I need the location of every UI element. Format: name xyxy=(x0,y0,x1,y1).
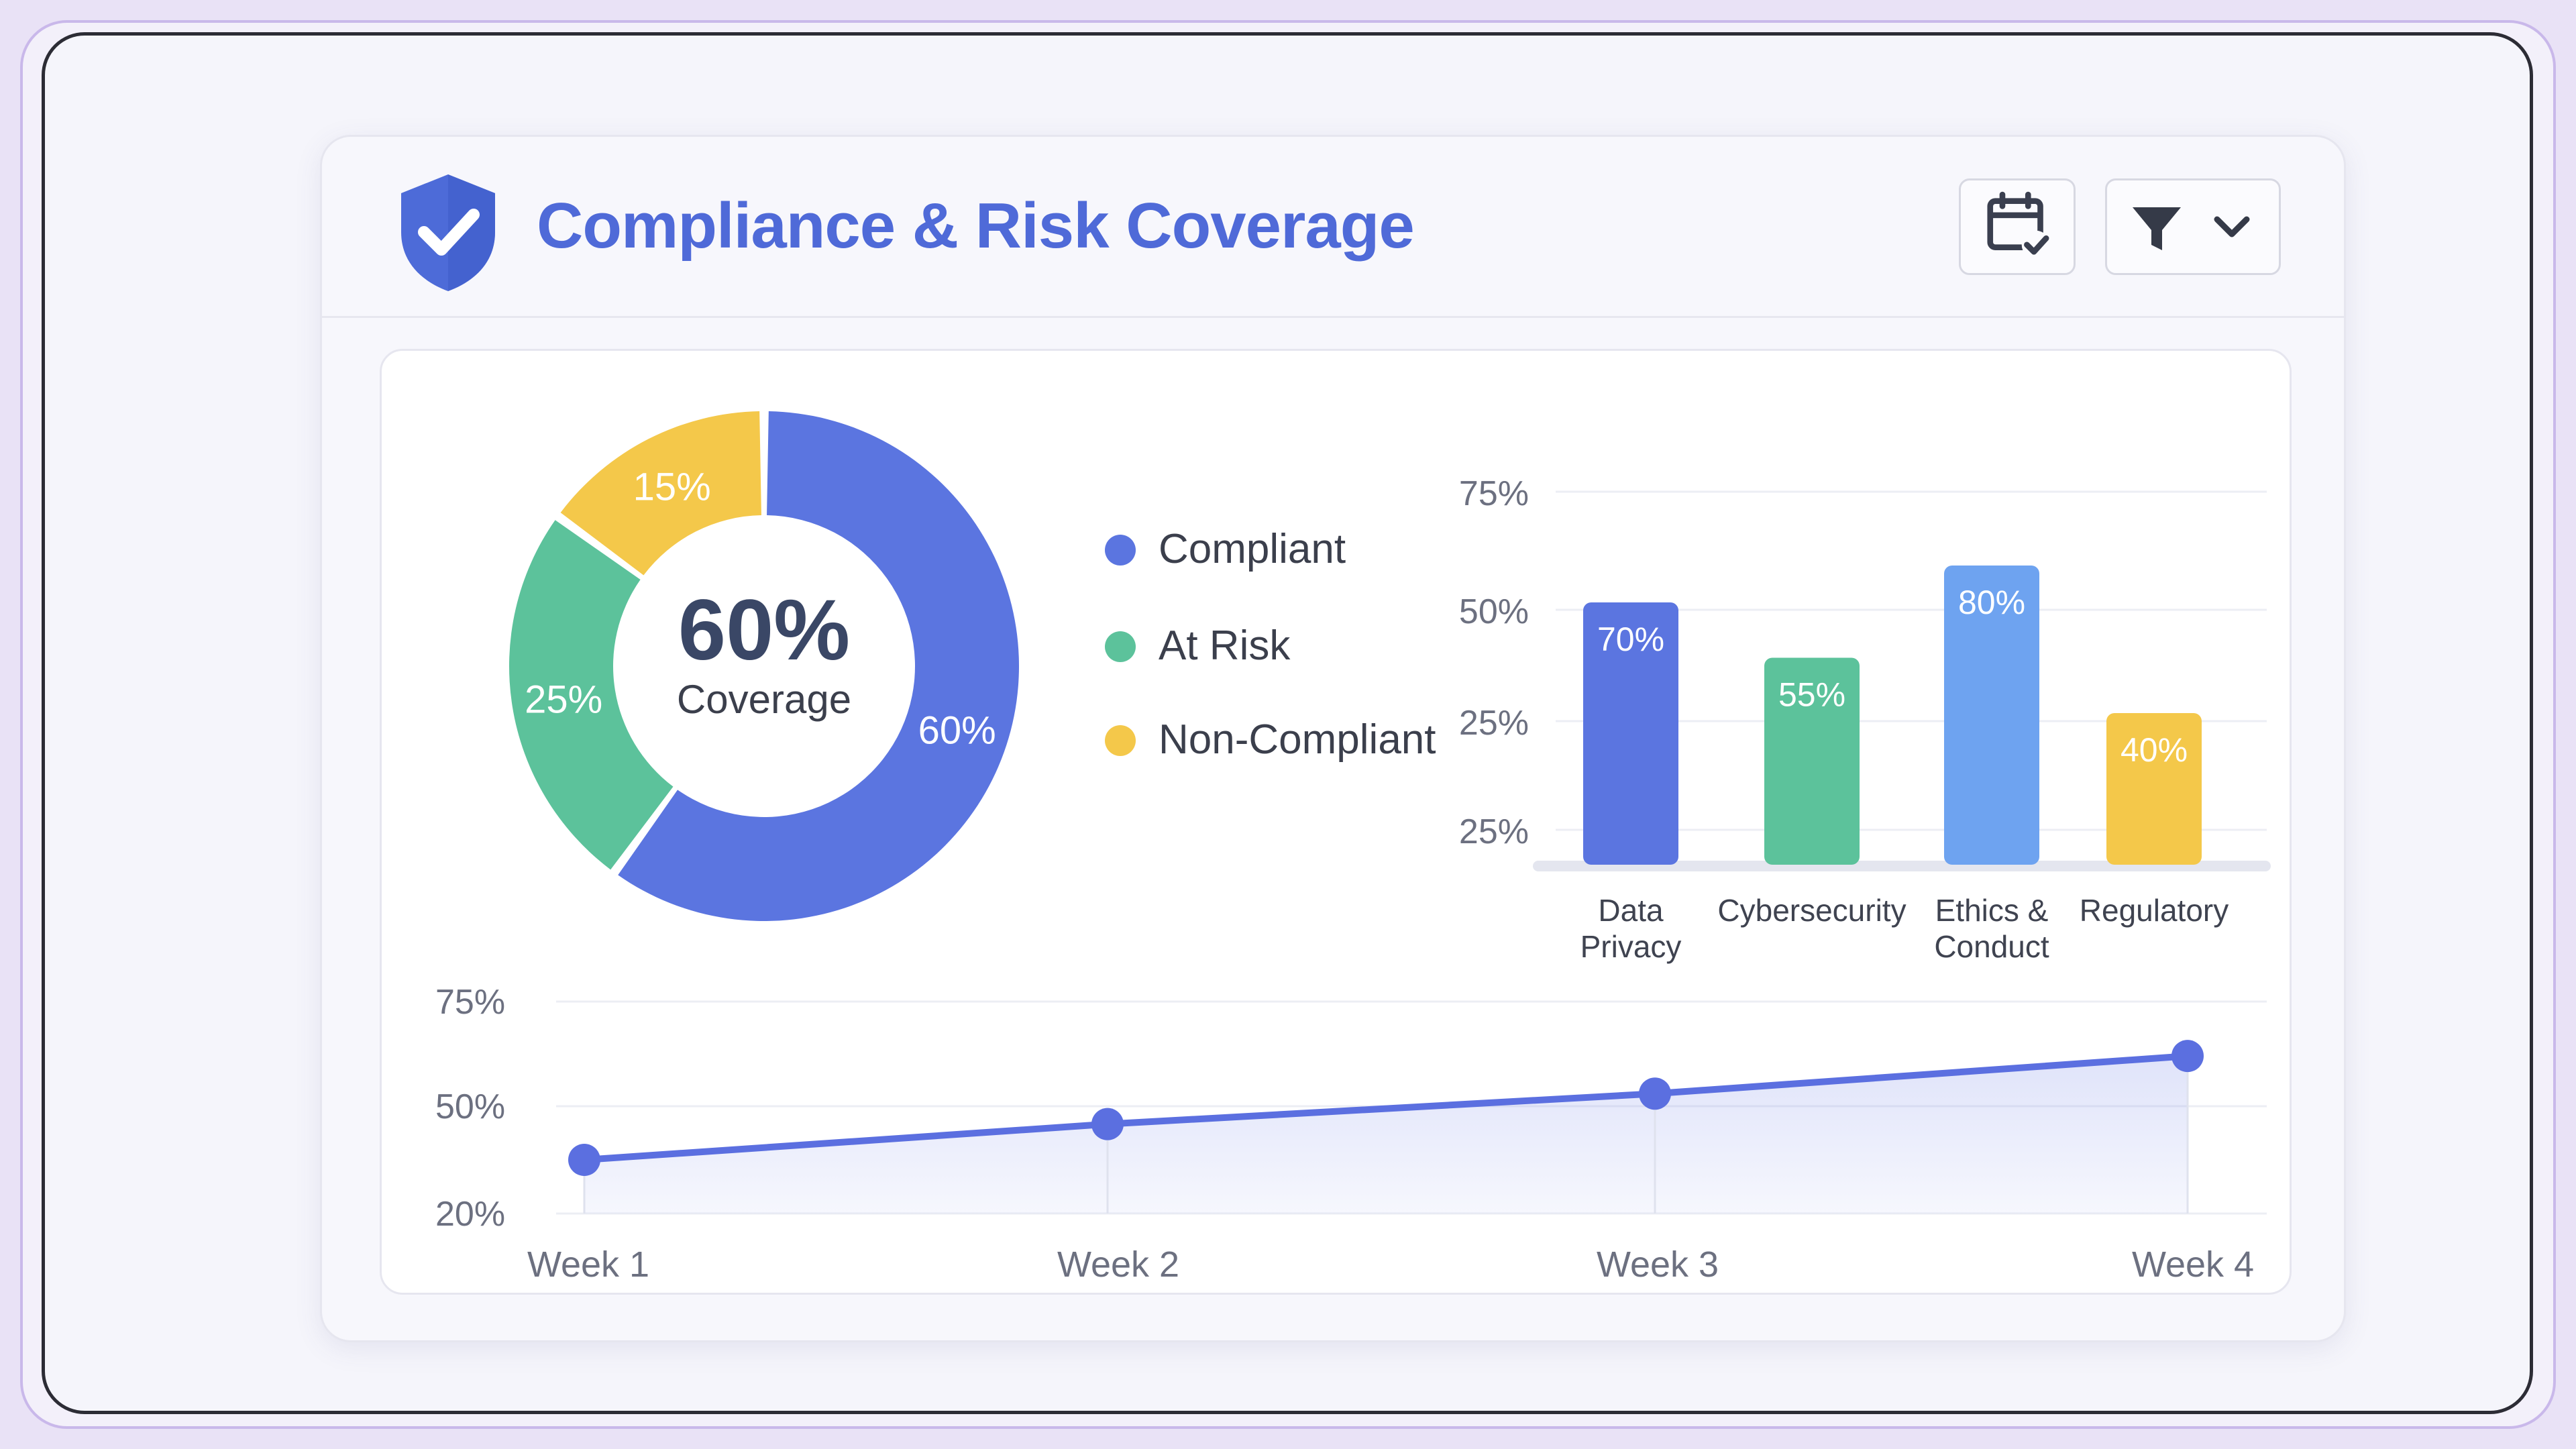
shield-check-icon xyxy=(401,174,495,291)
trend-y-tick-label: 75% xyxy=(435,983,505,1022)
trend-x-tick-label: Week 4 xyxy=(2132,1244,2254,1285)
bar-value-label: 80% xyxy=(1958,584,2025,621)
legend-label: At Risk xyxy=(1159,623,1291,669)
calendar-check-icon xyxy=(1987,191,2050,259)
charts-panel: 60% 25% 15% 60% Coverage Compliant At Risk… xyxy=(380,349,2292,1295)
bar-category-label: Regulatory xyxy=(2080,893,2229,928)
bar-category-label: Data xyxy=(1598,893,1664,928)
donut-slice-non-compliant xyxy=(560,411,761,576)
trend-line xyxy=(584,1053,2188,1163)
donut-slice-compliant xyxy=(618,411,1019,921)
legend-dot-at-risk xyxy=(1105,631,1136,662)
donut-center-value: 60% xyxy=(678,582,850,678)
donut-slice-label: 25% xyxy=(525,678,602,721)
coverage-donut-chart: 60% 25% 15% 60% Coverage xyxy=(509,411,1019,921)
filter-dropdown-button[interactable] xyxy=(2105,178,2281,275)
bar-category-label: Privacy xyxy=(1580,929,1682,964)
donut-slice-label: 60% xyxy=(918,708,996,752)
dashboard-card: Compliance & Risk Coverage xyxy=(320,135,2346,1342)
trend-x-tick-label: Week 2 xyxy=(1057,1244,1179,1285)
trend-y-tick-label: 50% xyxy=(435,1087,505,1126)
bar-y-tick-label: 25% xyxy=(1459,812,1529,851)
legend-dot-compliant xyxy=(1105,535,1136,566)
donut-slice-at-risk xyxy=(509,520,674,870)
device-frame: Compliance & Risk Coverage xyxy=(42,32,2533,1414)
bar-value-label: 55% xyxy=(1778,676,1845,714)
legend-dot-non-compliant xyxy=(1105,725,1136,756)
chevron-down-icon xyxy=(2214,216,2250,237)
legend-label: Non-Compliant xyxy=(1159,716,1436,763)
trend-x-tick-label: Week 1 xyxy=(527,1244,649,1285)
trend-point xyxy=(1091,1108,1124,1140)
filter-icon xyxy=(2133,207,2181,250)
bar-category-label: Conduct xyxy=(1934,929,2049,964)
trend-point xyxy=(2171,1040,2204,1073)
bar-value-label: 40% xyxy=(2121,731,2188,769)
weekly-trend-chart: 75% 50% 20% Week 1 Week 2 Week 3 Week 4 xyxy=(435,983,2267,1285)
bar xyxy=(1764,657,1860,865)
date-range-button[interactable] xyxy=(1959,178,2076,275)
bar xyxy=(1583,602,1678,865)
bar-category-label: Ethics & xyxy=(1935,893,2049,928)
bar xyxy=(2106,713,2202,865)
donut-center-label: Coverage xyxy=(677,677,851,722)
bar-y-tick-label: 25% xyxy=(1459,704,1529,743)
trend-point xyxy=(1639,1077,1671,1110)
card-header: Compliance & Risk Coverage xyxy=(322,137,2344,318)
trend-point xyxy=(568,1144,600,1176)
bar-category-label: Cybersecurity xyxy=(1717,893,1906,928)
bar-value-label: 70% xyxy=(1597,621,1664,658)
bar-baseline xyxy=(1533,861,2271,871)
trend-x-tick-label: Week 3 xyxy=(1597,1244,1719,1285)
donut-slice-label: 15% xyxy=(633,465,711,508)
page-title: Compliance & Risk Coverage xyxy=(537,190,1415,262)
trend-area xyxy=(584,1056,2188,1214)
bar xyxy=(1944,566,2039,865)
bar-y-tick-label: 50% xyxy=(1459,592,1529,631)
trend-y-tick-label: 20% xyxy=(435,1195,505,1234)
legend-label: Compliant xyxy=(1159,526,1346,572)
bar-y-tick-label: 75% xyxy=(1459,474,1529,513)
